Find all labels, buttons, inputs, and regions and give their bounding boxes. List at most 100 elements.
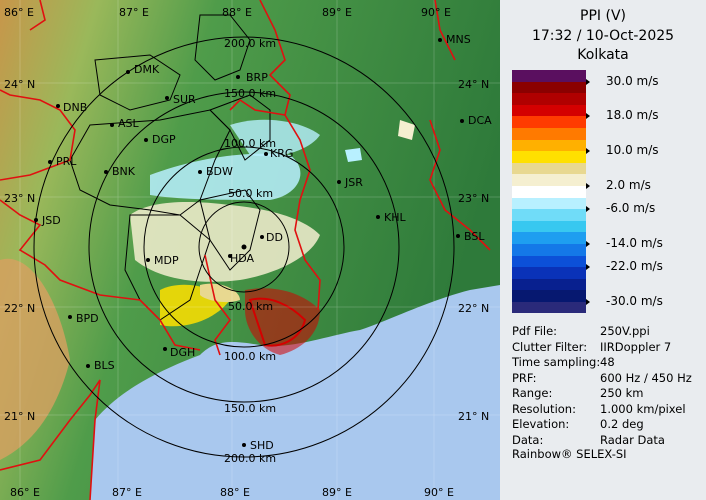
metadata-value: 250V.ppi [600,324,650,338]
svg-text:BLS: BLS [94,359,115,372]
lat-label-right: 23° N [458,192,489,205]
svg-text:KHL: KHL [384,211,406,224]
scale-tick-mark [586,299,590,305]
svg-text:DD: DD [266,231,283,244]
metadata-key: PRF: [512,370,537,385]
scale-swatch [512,70,586,82]
scale-swatch [512,232,586,244]
state-borders [0,0,491,500]
svg-text:SHD: SHD [250,439,274,452]
scale-tick-mark [586,241,590,247]
bay-of-bengal [90,285,500,500]
scale-tick-label: 2.0 m/s [606,178,651,192]
scale-swatch [512,127,586,140]
datetime: 17:32 / 10-Oct-2025 [531,28,675,44]
lat-label-right: 21° N [458,410,489,423]
svg-text:DGP: DGP [152,133,176,146]
scale-tick-mark [586,183,590,189]
scale-tick-mark [586,113,590,120]
scale-swatch [512,81,586,94]
city-marker: BSL [456,230,485,243]
ring-label-n-100: 100.0 km [224,137,276,150]
scale-swatch [512,278,586,291]
highland-west [0,258,70,460]
scale-tick-label: -14.0 m/s [606,236,663,250]
svg-text:MDP: MDP [154,254,179,267]
metadata-key: Time sampling: [512,355,601,369]
lon-label-bottom: 89° E [322,486,352,499]
metadata-key: Range: [512,386,553,400]
svg-text:BNK: BNK [112,165,136,178]
city-marker: MNS [438,33,471,46]
scale-swatch [512,209,586,221]
city-marker: BNK [104,165,136,178]
svg-text:SUR: SUR [173,93,196,106]
lat-label-left: 21° N [4,410,35,423]
scale-tick-label: -6.0 m/s [606,201,656,216]
city-marker: ASL [110,117,140,130]
city-marker: BLS [86,359,115,372]
svg-text:KRG: KRG [270,147,293,160]
city-marker: BRP [236,71,268,84]
scale-swatch [512,220,586,233]
metadata-value: 1.000 km/pixel [600,401,686,416]
metadata-key: Clutter Filter: [512,339,588,354]
metadata-value: IIRDoppler 7 [600,339,672,354]
scale-swatch [512,290,586,302]
metadata-value: 600 Hz / 450 Hz [600,370,692,385]
station-name: Kolkata [577,47,629,63]
scale-swatch [512,139,586,152]
lat-label-left: 22° N [4,302,35,315]
lon-label-top: 87° E [119,6,149,19]
metadata-value: 48 [600,355,615,369]
svg-text:DNB: DNB [63,101,87,114]
svg-text:BRP: BRP [246,71,268,84]
scale-tick-label: 18.0 m/s [606,108,659,123]
scale-swatch [512,197,586,210]
city-marker: SHD [242,439,274,452]
scale-tick-label: -22.0 m/s [606,259,663,274]
city-marker: BDW [198,165,233,178]
city-marker: MDP [146,254,179,267]
svg-text:ASL: ASL [118,117,140,130]
scale-tick-mark [586,206,590,213]
lat-label-right: 24° N [458,78,489,91]
scale-swatch [512,151,586,163]
city-marker: DGP [144,133,176,146]
city-marker: HDA [228,252,255,265]
metadata-key: Resolution: [512,401,576,416]
city-marker: KRG [264,147,293,160]
lon-label-top: 86° E [4,6,34,19]
svg-text:JSR: JSR [344,176,363,189]
ring-label-n-150: 150.0 km [224,87,276,100]
scale-swatch [512,243,586,256]
metadata-value: 250 km [600,386,644,400]
scale-tick-label: -30.0 m/s [606,294,663,308]
city-marker: JSD [34,214,61,227]
svg-text:BSL: BSL [464,230,485,243]
lat-label-right: 22° N [458,302,489,315]
scale-tick-label: 10.0 m/s [606,143,659,158]
city-marker: DMK [126,63,160,76]
scale-swatch [512,116,586,128]
metadata-value: 0.2 deg [600,417,644,431]
radar-map: 200.0 km 150.0 km 100.0 km 50.0 km 50.0 … [0,0,500,500]
lon-label-bottom: 87° E [112,486,142,499]
ring-label-n-200: 200.0 km [224,37,276,50]
scale-tick-mark [586,78,590,85]
scale-swatch [512,162,586,175]
svg-text:DCA: DCA [468,114,492,127]
svg-text:JSD: JSD [41,214,61,227]
scale-tick-mark [586,264,590,271]
svg-text:DMK: DMK [134,63,160,76]
city-marker: DD [260,231,283,244]
ring-label-s-100: 100.0 km [224,350,276,363]
lon-label-bottom: 90° E [424,486,454,499]
metadata-value: Radar Data [600,432,665,447]
scale-swatch [512,93,586,105]
lon-label-top: 89° E [322,6,352,19]
product-title: PPI (V) [580,8,626,24]
range-rings [33,36,455,458]
city-marker: PRL [48,155,77,168]
city-marker: DNB [56,101,87,114]
